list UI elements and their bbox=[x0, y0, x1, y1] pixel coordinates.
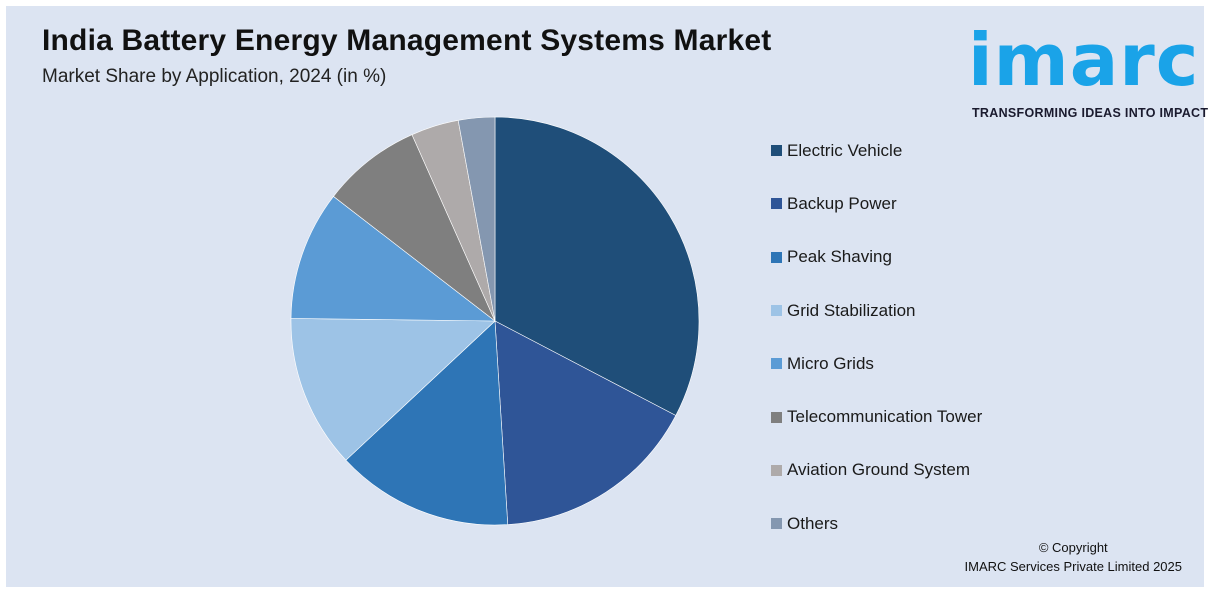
legend-swatch bbox=[771, 145, 782, 157]
pie-slice-micro-grids bbox=[290, 195, 496, 322]
logo-wordmark: imarc bbox=[968, 18, 1200, 102]
logo-tagline: TRANSFORMING IDEAS INTO IMPACT bbox=[972, 106, 1209, 120]
pie-slice-backup-power bbox=[494, 320, 677, 525]
legend-swatch bbox=[771, 358, 782, 370]
legend-swatch bbox=[771, 251, 782, 263]
legend-swatch bbox=[771, 305, 782, 317]
legend-swatch bbox=[771, 464, 782, 476]
chart-panel: India Battery Energy Management Systems … bbox=[6, 6, 1208, 587]
legend-label: Telecommunication Tower bbox=[787, 407, 983, 427]
legend-item-backup-power: Backup Power bbox=[771, 177, 982, 230]
copyright-line-1: © Copyright bbox=[1038, 540, 1108, 555]
legend-label: Electric Vehicle bbox=[787, 140, 903, 160]
pie-slice-others bbox=[457, 116, 496, 322]
pie-chart bbox=[290, 116, 700, 526]
legend-label: Aviation Ground System bbox=[787, 460, 970, 480]
copyright-line-2: IMARC Services Private Limited 2025 bbox=[964, 559, 1182, 574]
imarc-logo: imarc TRANSFORMING IDEAS INTO IMPACT bbox=[968, 18, 1208, 124]
legend-item-others: Others bbox=[771, 497, 982, 550]
legend-item-grid-stabilization: Grid Stabilization bbox=[771, 284, 982, 337]
pie-slice-telecommunication-tower bbox=[333, 134, 496, 322]
chart-subtitle: Market Share by Application, 2024 (in %) bbox=[42, 66, 387, 87]
legend-item-telecommunication-tower: Telecommunication Tower bbox=[771, 390, 982, 443]
pie-slice-grid-stabilization bbox=[290, 318, 496, 461]
pie-slice-electric-vehicle bbox=[494, 116, 700, 416]
legend-item-micro-grids: Micro Grids bbox=[771, 337, 982, 390]
copyright-notice: © Copyright IMARC Services Private Limit… bbox=[965, 538, 1182, 576]
pie-slice-peak-shaving bbox=[345, 320, 509, 526]
legend-label: Micro Grids bbox=[787, 353, 874, 373]
legend-swatch bbox=[771, 198, 782, 210]
legend-item-electric-vehicle: Electric Vehicle bbox=[771, 124, 982, 177]
chart-legend: Electric Vehicle Backup Power Peak Shaving… bbox=[771, 140, 982, 566]
legend-label: Backup Power bbox=[787, 193, 897, 213]
legend-item-peak-shaving: Peak Shaving bbox=[771, 231, 982, 284]
chart-title: India Battery Energy Management Systems … bbox=[42, 24, 772, 57]
legend-label: Others bbox=[787, 513, 839, 533]
legend-swatch bbox=[771, 411, 782, 423]
legend-swatch bbox=[771, 518, 782, 530]
legend-label: Peak Shaving bbox=[787, 247, 892, 267]
legend-item-aviation-ground-system: Aviation Ground System bbox=[771, 444, 982, 497]
legend-label: Grid Stabilization bbox=[787, 300, 916, 320]
